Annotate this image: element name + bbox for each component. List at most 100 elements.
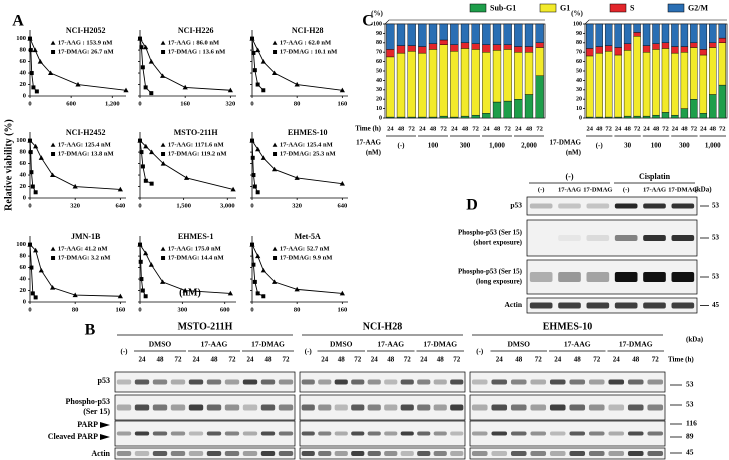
time-label: 72 [408, 125, 415, 132]
blot-band [558, 203, 581, 209]
data-point [49, 285, 56, 290]
blot-frame [526, 219, 698, 257]
bar-segment [503, 49, 512, 102]
bar-segment [680, 52, 689, 109]
data-point [140, 65, 145, 70]
time-label: 48 [437, 356, 445, 364]
blot-band [647, 451, 664, 456]
blot-frame [469, 447, 666, 460]
data-point [143, 294, 148, 299]
blot-band [586, 235, 610, 241]
blot-frame [299, 420, 466, 447]
blot-band [152, 451, 168, 456]
blot-band [558, 235, 581, 241]
data-point [251, 50, 256, 55]
line-series [251, 140, 343, 185]
time-label: 48 [387, 356, 395, 364]
blot-band [384, 404, 398, 411]
time-label: 24 [321, 356, 329, 364]
kda-marker: 53 [712, 234, 720, 242]
lane-label: (-) [538, 186, 545, 193]
bar-segment [524, 94, 534, 119]
chart-title: Met-5A [295, 232, 321, 241]
bar-segment [450, 23, 459, 45]
y-tick-label: 60 [376, 59, 382, 65]
blot-band [433, 379, 447, 385]
bar-segment [418, 23, 427, 47]
blot-band [152, 379, 168, 385]
x-tick-label: 600 [66, 100, 76, 107]
bar-segment [595, 23, 603, 47]
kda-marker: 45 [712, 301, 720, 309]
blot-band [188, 404, 204, 411]
blot-band [334, 404, 348, 411]
y-tick-label: 40 [20, 276, 27, 283]
line-series [29, 140, 37, 193]
y-tick-label: 50 [376, 68, 382, 74]
blot-frame [469, 371, 666, 393]
data-point [250, 36, 254, 41]
legend-marker [273, 50, 278, 54]
blot-band [417, 451, 431, 456]
y-tick-label: 70 [576, 50, 582, 56]
depth-edge [384, 19, 545, 25]
time-label: 48 [338, 356, 346, 364]
row-note: (short exposure) [473, 239, 522, 247]
data-point [339, 87, 345, 93]
data-point [255, 82, 260, 87]
lane-label: (-) [121, 348, 129, 356]
chart-title: NCI-H2052 [66, 26, 106, 35]
x-tick-label: 0 [250, 202, 253, 209]
blot-band [242, 431, 258, 436]
group-title: (nM) [366, 149, 382, 157]
blot-band [614, 203, 638, 209]
condition-label: (-) [566, 172, 574, 181]
bar-segment [482, 113, 491, 119]
bar-segment [535, 23, 544, 43]
data-point [33, 295, 38, 300]
time-label: 72 [719, 125, 726, 132]
group-title: (nM) [566, 149, 582, 157]
legend-marker [51, 256, 56, 260]
blot-band [260, 431, 276, 436]
line-series [29, 244, 121, 297]
y-tick-label: 20 [376, 97, 382, 103]
x-tick-label: 1,500 [176, 202, 191, 209]
legend-label: G2/M [688, 3, 708, 12]
bar-segment [671, 46, 679, 54]
data-point [143, 44, 149, 50]
y-tick-label: 80 [20, 253, 27, 260]
bar-segment [396, 52, 406, 118]
legend-label: 17-DMAG: 25.3 nM [280, 150, 336, 157]
y-tick-label: 100 [573, 21, 582, 27]
data-point [140, 288, 145, 293]
lane-label: (-) [305, 348, 313, 356]
time-label: 24 [247, 356, 255, 364]
blot-band [384, 431, 398, 436]
data-point [260, 267, 266, 273]
y-tick-label: 0 [23, 194, 26, 201]
time-label: 48 [681, 125, 688, 132]
data-point [72, 183, 78, 189]
panel-label: A [12, 13, 24, 30]
blot-band [529, 302, 553, 309]
legend-swatch [469, 3, 487, 13]
bar-segment [439, 44, 448, 117]
lane-label: 17-AAG [643, 186, 666, 193]
bar-segment [661, 48, 670, 113]
legend-swatch [609, 3, 627, 13]
blot-band [170, 379, 186, 385]
data-point [138, 259, 143, 264]
y-unit: (%) [371, 10, 383, 18]
blot-band [471, 451, 488, 456]
x-tick-label: 0 [138, 202, 141, 209]
bar-segment [418, 46, 427, 54]
legend-marker [272, 246, 278, 251]
bar-segment [460, 115, 470, 119]
time-label: 24 [371, 356, 379, 364]
x-tick-label: 0 [138, 306, 141, 313]
blot-band [647, 431, 664, 436]
data-point [139, 277, 144, 282]
data-point [29, 265, 34, 270]
